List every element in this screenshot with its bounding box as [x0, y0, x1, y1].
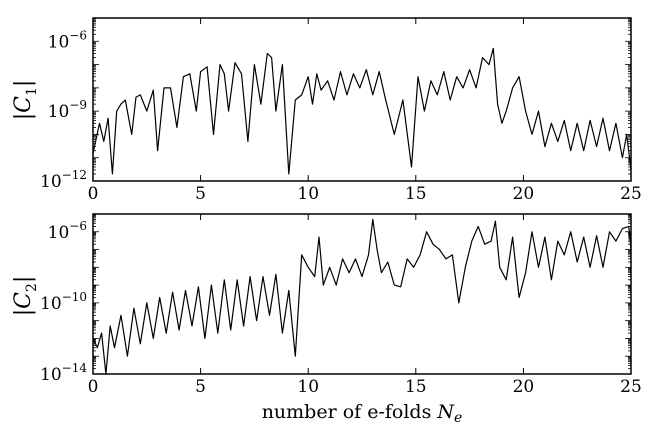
panel-c2-ytick-label: 10−14: [40, 361, 87, 385]
panel-c2-xticks: 0 5 10 15 20 25: [88, 214, 642, 397]
panel-c2-xlabel-text: number of e-folds: [262, 401, 438, 423]
panel-c1-ytick-label: 10−6: [48, 28, 87, 52]
panel-c1-frame: [92, 17, 632, 182]
panel-c2-xlabel-subscript: e: [454, 410, 462, 426]
panel-c2-xtick-label: 25: [620, 377, 642, 397]
panel-c1-xticks: 0 5 10 15 20 25: [88, 18, 642, 204]
panel-c2-ylabel-bar-right: |: [11, 276, 36, 283]
panel-c2-ylabel-subscript: 2: [24, 283, 40, 292]
panel-c2-series-line: [92, 218, 632, 375]
panel-c2-ylabel: |C2|: [11, 276, 40, 317]
panel-c1-ylabel-letter: C: [11, 96, 36, 113]
panel-c1-xtick-label: 20: [513, 184, 535, 204]
panel-c1-ylabel-bar-right: |: [11, 80, 36, 87]
panel-c1-xtick-label: 25: [620, 184, 642, 204]
panel-c2-ytick-label: 10−10: [40, 290, 87, 314]
panel-c1-xtick-label: 15: [405, 184, 427, 204]
panel-c1-ytick-label: 10−9: [48, 98, 87, 122]
panel-c2-yticks: 10−14 10−10 10−6: [40, 214, 631, 385]
panel-c2-frame: [92, 213, 632, 375]
panel-c2-xlabel: number of e-folds Ne: [262, 401, 463, 426]
panel-c1-ylabel-subscript: 1: [24, 87, 40, 96]
panel-c1-ytick-label: 10−12: [40, 168, 87, 192]
panel-c2-ylabel-bar-left: |: [11, 309, 36, 316]
panel-c1-xtick-label: 0: [88, 184, 99, 204]
panel-c1-xtick-label: 10: [297, 184, 319, 204]
panel-c1-yticks: 10−12 10−9 10−6: [40, 18, 631, 192]
panel-c1-ylabel: |C1|: [11, 80, 40, 121]
panel-c1-xtick-label: 5: [195, 184, 206, 204]
panel-c1-series-line: [92, 47, 632, 175]
panel-c2-xtick-label: 10: [297, 377, 319, 397]
panel-c2-ylabel-letter: C: [11, 292, 36, 309]
panel-c2-xtick-label: 5: [195, 377, 206, 397]
panel-c1-ylabel-bar-left: |: [11, 113, 36, 120]
panel-c2-xtick-label: 15: [405, 377, 427, 397]
panel-c2-xtick-label: 0: [88, 377, 99, 397]
panel-c2-ytick-label: 10−6: [48, 219, 87, 243]
panel-c2-xlabel-var: N: [436, 401, 455, 423]
panel-c2-xtick-label: 20: [513, 377, 535, 397]
